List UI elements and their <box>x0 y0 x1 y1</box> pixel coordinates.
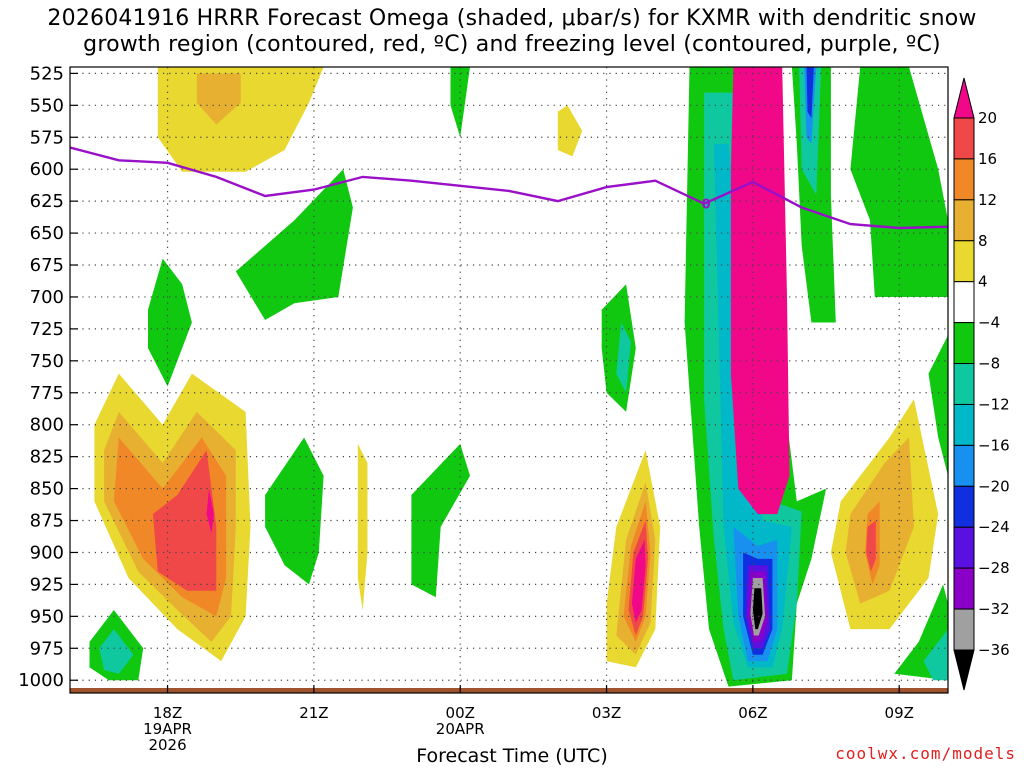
omega-region-29 <box>752 588 763 630</box>
y-tick-label-975: 975 <box>30 638 64 659</box>
title-line-1: 2026041916 HRRR Forecast Omega (shaded, … <box>47 6 977 31</box>
freezing-level-line <box>70 146 948 230</box>
x-tick-label-8-0: 00Z <box>446 704 475 722</box>
omega-region-6 <box>206 488 214 534</box>
colorbar-arrow-bottom <box>953 649 975 691</box>
colorbar-label-1: 16 <box>978 150 997 168</box>
y-tick-label-625: 625 <box>30 191 64 212</box>
omega-region-0 <box>157 67 324 172</box>
omega-region-5 <box>152 450 217 591</box>
omega-region-35 <box>850 67 948 297</box>
x-tick-label-17-0: 09Z <box>885 704 914 722</box>
y-tick-label-825: 825 <box>30 447 64 468</box>
omega-region-44 <box>99 629 134 674</box>
colorbar-label-3: 8 <box>978 232 988 250</box>
omega-region-8 <box>235 169 353 320</box>
colorbar-arrow-top <box>953 77 975 119</box>
colorbar-swatch-5 <box>953 322 975 365</box>
omega-region-13 <box>557 105 583 157</box>
colorbar-swatch-8 <box>953 444 975 487</box>
colorbar-label-12: −32 <box>978 600 1010 618</box>
colorbar-label-7: −12 <box>978 395 1010 413</box>
y-tick-label-750: 750 <box>30 351 64 372</box>
x-axis-label: Forecast Time (UTC) <box>416 745 608 767</box>
omega-region-7 <box>148 258 192 387</box>
colorbar-label-9: −20 <box>978 477 1010 495</box>
ground-surface-band <box>70 688 948 693</box>
y-tick-label-950: 950 <box>30 606 64 627</box>
x-tick-label-5-0: 21Z <box>299 704 328 722</box>
plot-frame <box>69 66 949 694</box>
credit-text: coolwx.com/models <box>835 744 1016 763</box>
colorbar-label-4: 4 <box>978 273 988 291</box>
y-tick-label-1000: 1000 <box>18 670 64 691</box>
colorbar-label-5: −4 <box>978 314 1000 332</box>
y-tick-label-900: 900 <box>30 542 64 563</box>
colorbar-swatch-2 <box>953 199 975 242</box>
y-tick-label-650: 650 <box>30 223 64 244</box>
x-tick-label-2-0: 18Z <box>153 704 182 722</box>
x-tick-label-2-2: 2026 <box>148 736 186 754</box>
title-line-2: growth region (contoured, red, ºC) and f… <box>83 32 941 57</box>
omega-region-12 <box>450 67 470 138</box>
colorbar-swatch-4 <box>953 281 975 324</box>
colorbar-label-8: −16 <box>978 436 1010 454</box>
colorbar-label-11: −28 <box>978 559 1010 577</box>
y-tick-label-850: 850 <box>30 479 64 500</box>
omega-region-37 <box>845 437 914 604</box>
x-tick-label-14-0: 06Z <box>738 704 767 722</box>
x-tick-label-2-1: 19APR <box>143 720 192 738</box>
omega-region-40 <box>928 335 948 476</box>
omega-region-9 <box>265 437 324 585</box>
y-tick-label-725: 725 <box>30 319 64 340</box>
y-tick-label-600: 600 <box>30 159 64 180</box>
y-tick-label-525: 525 <box>30 63 64 84</box>
y-tick-label-800: 800 <box>30 415 64 436</box>
colorbar-swatch-7 <box>953 403 975 446</box>
colorbar-swatch-11 <box>953 567 975 610</box>
omega-region-20 <box>631 539 646 623</box>
freezing-level-contour-label: 0 <box>702 197 711 212</box>
colorbar-swatch-3 <box>953 240 975 283</box>
y-tick-label-875: 875 <box>30 511 64 532</box>
y-tick-label-550: 550 <box>30 95 64 116</box>
x-tick-label-11-0: 03Z <box>592 704 621 722</box>
colorbar-label-0: 20 <box>978 109 997 127</box>
y-tick-label-700: 700 <box>30 287 64 308</box>
colorbar-label-2: 12 <box>978 191 997 209</box>
colorbar-label-10: −24 <box>978 518 1010 536</box>
y-tick-label-775: 775 <box>30 383 64 404</box>
omega-region-42 <box>923 629 948 681</box>
y-tick-label-575: 575 <box>30 127 64 148</box>
omega-region-39 <box>866 520 876 572</box>
x-tick-label-8-1: 20APR <box>436 720 485 738</box>
chart-title: 2026041916 HRRR Forecast Omega (shaded, … <box>0 6 1024 58</box>
omega-region-10 <box>357 443 368 610</box>
colorbar-swatch-12 <box>953 608 975 651</box>
colorbar-swatch-9 <box>953 485 975 528</box>
colorbar-swatch-10 <box>953 526 975 569</box>
colorbar-swatch-0 <box>953 117 975 160</box>
y-tick-label-675: 675 <box>30 255 64 276</box>
colorbar-swatch-6 <box>953 363 975 405</box>
colorbar-label-6: −8 <box>978 355 1000 373</box>
omega-region-11 <box>411 443 470 598</box>
colorbar-swatch-1 <box>953 158 975 201</box>
y-tick-label-925: 925 <box>30 574 64 595</box>
omega-region-1 <box>196 73 241 125</box>
colorbar-label-13: −36 <box>978 641 1010 659</box>
omega-region-30 <box>730 67 790 515</box>
omega-region-15 <box>616 322 631 393</box>
